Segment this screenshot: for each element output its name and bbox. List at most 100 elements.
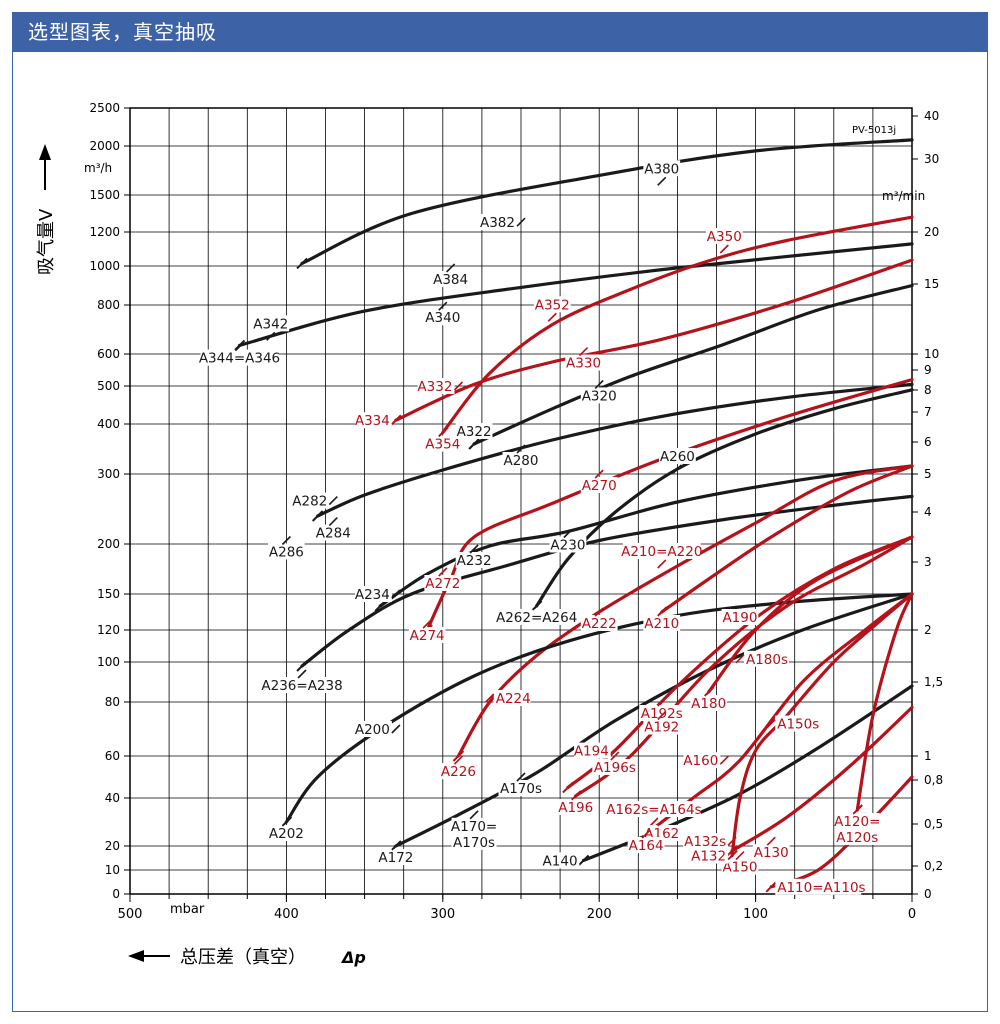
right-tick-label: 0,2	[924, 859, 943, 873]
curve-label: A200	[355, 722, 390, 738]
curve-label-bg	[690, 695, 728, 711]
curve-label: A170s	[500, 781, 542, 797]
left-axis-ticks: 0 10 20 40 60 80 100 120 150 200 300 400 500 600 800 10…	[89, 101, 130, 901]
right-tick-label: 0,8	[924, 773, 943, 787]
curve-label-bg	[424, 435, 462, 452]
curve-end-mark	[374, 600, 386, 612]
curve-label-bg	[622, 543, 701, 559]
curve-end-mark	[311, 510, 324, 522]
curve-label-bg	[627, 837, 665, 853]
curve-label-tick	[516, 444, 526, 454]
curve-label-tick	[281, 817, 291, 827]
curve-label: A340	[425, 310, 460, 326]
curve-label: A234	[355, 587, 390, 603]
curve-label-tick	[563, 528, 573, 539]
curve-label-bg	[451, 833, 497, 850]
curve-label-tick	[438, 301, 448, 311]
curve-label-bg	[580, 387, 618, 404]
curve-label-bg	[493, 690, 531, 706]
curve-3	[394, 258, 914, 422]
curve-label: A194	[574, 744, 609, 760]
curve-label-tick	[719, 244, 729, 254]
curve-4	[472, 283, 914, 446]
curve-label-bg	[451, 817, 497, 834]
right-tick-label: 7	[924, 405, 932, 419]
curve-label: A284	[316, 526, 351, 542]
curve-label-tick	[657, 817, 667, 827]
curve-label: A190	[722, 610, 757, 626]
curve-label: A160	[683, 753, 718, 769]
left-tick-label: 1000	[89, 259, 120, 273]
curve-label-bg	[557, 798, 595, 815]
curve-label-bg	[424, 309, 462, 326]
right-tick-label: 2	[924, 623, 932, 637]
curve-label: A330	[566, 356, 601, 372]
right-tick-label: 8	[924, 383, 932, 397]
curve-16	[574, 535, 914, 798]
x-axis-label: 总压差（真空）	[180, 947, 306, 968]
left-tick-label: 1200	[89, 225, 120, 239]
curve-label-bg	[252, 315, 290, 332]
curve-label: A196s	[594, 760, 636, 776]
right-tick-label: 30	[924, 152, 939, 166]
curve-end-mark	[726, 845, 738, 857]
curve-label-tick	[672, 464, 682, 474]
curve-label-tick	[657, 607, 667, 617]
curve-label: A210=A220	[621, 544, 702, 560]
curve-label-tick	[610, 746, 620, 756]
curve-label-tick	[516, 217, 526, 227]
curve-label-bg	[314, 524, 352, 541]
curve-label-bg	[502, 452, 540, 468]
curves	[233, 138, 914, 893]
curve-label: A180s	[746, 652, 788, 668]
curve-label-bg	[455, 552, 493, 568]
left-tick-label: 80	[105, 695, 120, 709]
curve-8	[378, 464, 914, 608]
curve-label-tick	[446, 263, 456, 273]
curve-label-bg	[643, 160, 681, 177]
curve-label-tick	[391, 841, 401, 851]
right-tick-label: 40	[924, 109, 939, 123]
curve-label-bg	[377, 849, 415, 865]
curve-label-tick	[766, 719, 776, 729]
curve-label: A380	[644, 161, 679, 177]
curve-label-bg	[580, 477, 618, 493]
left-tick-label: 600	[97, 347, 120, 361]
curve-label-tick	[657, 176, 667, 186]
curve-label: A272	[425, 576, 460, 592]
x-tick-label: 400	[274, 907, 299, 922]
curve-label-bg	[743, 650, 789, 667]
curve-label-bg	[497, 609, 576, 625]
curve-label: A236=A238	[261, 678, 342, 694]
curve-label: A120s	[836, 830, 878, 846]
y-axis-label: 吸气量V	[36, 208, 57, 275]
curve-label-bg	[775, 878, 862, 895]
curve-label-tick	[453, 755, 464, 765]
curve-label-bg	[721, 609, 759, 625]
curve-label: A150s	[777, 717, 819, 733]
curve-label-tick	[766, 836, 776, 846]
curve-label-bg	[565, 354, 602, 371]
curve-13	[394, 592, 914, 848]
curve-label: A352	[535, 297, 570, 313]
curve-label-tick	[453, 381, 464, 391]
curve-label-tick	[438, 567, 448, 577]
curve-label-bg	[659, 448, 696, 464]
curve-19	[730, 592, 914, 858]
curve-end-mark	[562, 781, 574, 794]
left-tick-label: 40	[105, 791, 120, 805]
curve-label: A350	[707, 229, 742, 245]
curve-label-tick	[485, 693, 495, 703]
right-axis-ticks: 0 0,2 0,5 0,8 1 1,5 2 3 4 5 6 7 8 9 10 15 20 30 40	[912, 109, 943, 901]
curve-label: A270	[582, 478, 617, 494]
curve-label: A274	[410, 628, 445, 644]
curve-label: A354	[425, 437, 460, 453]
left-tick-label: 400	[97, 417, 120, 431]
curve-label-bg	[643, 718, 681, 735]
curve-end-mark	[296, 660, 308, 672]
curve-label-bg	[580, 615, 618, 631]
curve-label: A170s	[453, 835, 495, 851]
curve-label: A210	[644, 616, 679, 632]
